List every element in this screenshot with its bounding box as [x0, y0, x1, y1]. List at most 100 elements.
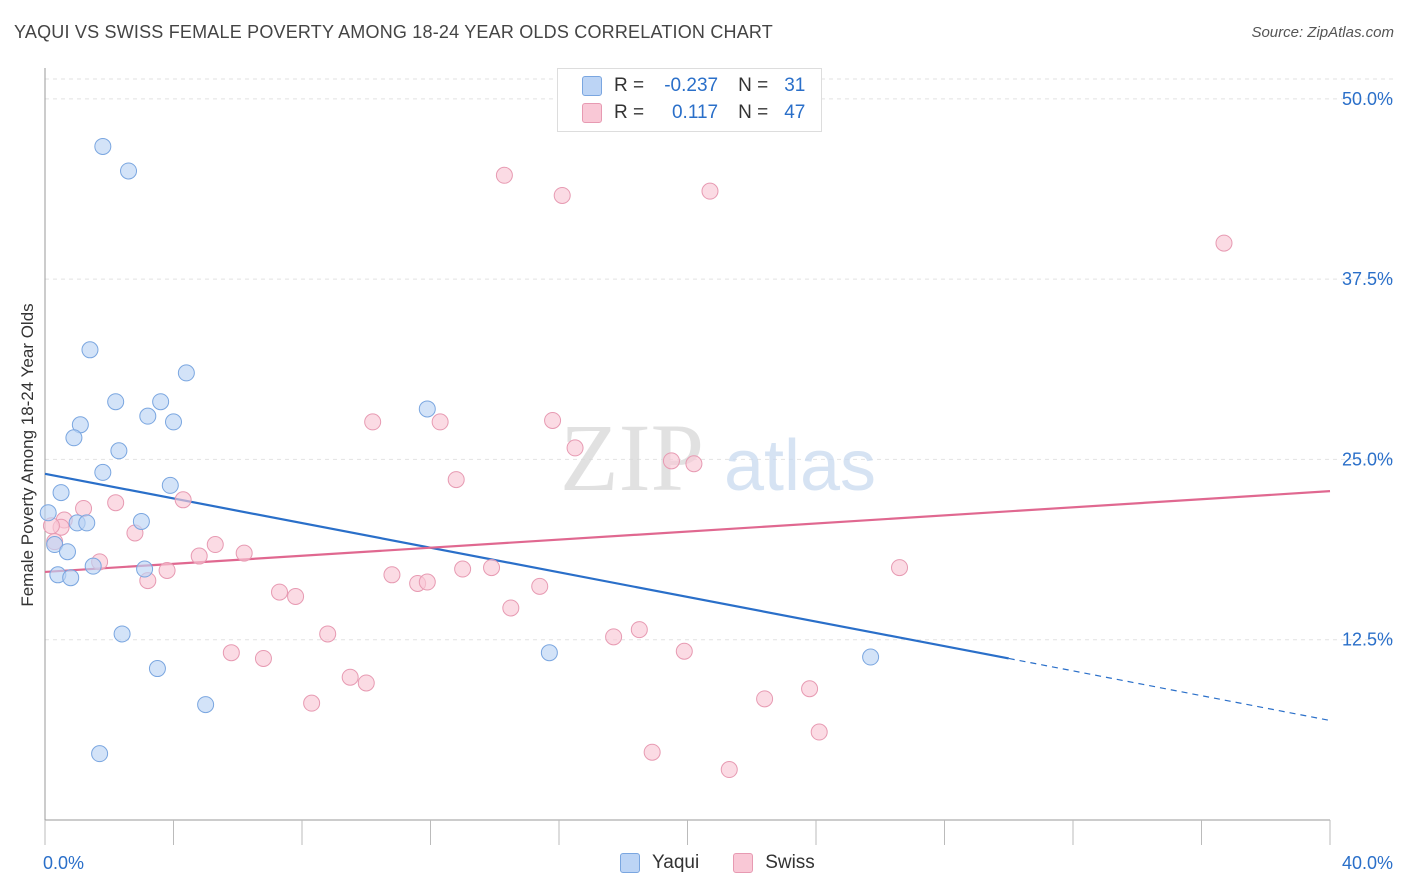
swiss-trend-line: [44, 490, 1331, 574]
swiss-point: [662, 452, 680, 470]
watermark-zip: ZIP: [560, 404, 704, 511]
watermark-atlas: atlas: [724, 426, 876, 506]
yaqui-r-value: -0.237: [664, 75, 719, 96]
legend-item-yaqui: Yaqui: [620, 852, 699, 874]
swiss-point: [364, 413, 382, 431]
yaqui-point: [65, 429, 83, 447]
chart-title: YAQUI VS SWISS FEMALE POVERTY AMONG 18-2…: [14, 22, 773, 42]
yaqui-point: [540, 644, 558, 662]
swiss-point: [454, 560, 472, 578]
yaqui-point: [52, 484, 70, 502]
y-tick-label: 50.0%: [1342, 89, 1393, 109]
swiss-point: [553, 186, 571, 204]
swiss-n-value: 47: [784, 102, 806, 123]
n-label: N =: [738, 75, 769, 96]
yaqui-point: [62, 569, 80, 587]
yaqui-point: [94, 137, 112, 155]
swiss-point: [566, 439, 584, 457]
swiss-swatch: [582, 103, 602, 123]
swiss-point: [1215, 234, 1233, 252]
y-tick-label: 37.5%: [1342, 269, 1393, 289]
swiss-point: [720, 761, 738, 779]
swiss-point: [544, 411, 562, 429]
yaqui-point: [78, 514, 96, 532]
yaqui-trend-line: [44, 472, 1009, 660]
r-label: R =: [614, 75, 645, 96]
r-label: R =: [614, 102, 645, 123]
swiss-point: [495, 166, 513, 184]
yaqui-point: [107, 393, 125, 411]
yaqui-swatch: [582, 76, 602, 96]
swiss-point: [483, 559, 501, 577]
yaqui-point: [132, 512, 150, 530]
yaqui-point: [39, 504, 57, 522]
swiss-point: [418, 573, 436, 591]
yaqui-point: [81, 341, 99, 359]
trend-lines: [44, 472, 1331, 722]
yaqui-point: [165, 413, 182, 431]
yaqui-point: [418, 400, 436, 418]
swiss-point: [891, 559, 909, 577]
yaqui-point: [152, 393, 170, 411]
legend-row-swiss: R = 0.117 N = 47: [582, 102, 805, 124]
swiss-r-value: 0.117: [671, 102, 719, 123]
swiss-legend-swatch: [733, 853, 754, 873]
swiss-point: [531, 577, 549, 595]
y-axis-label: Female Poverty Among 18-24 Year Olds: [18, 303, 37, 607]
yaqui-point: [862, 648, 880, 666]
yaqui-point: [58, 543, 76, 561]
yaqui-point: [139, 407, 157, 425]
yaqui-point: [110, 442, 128, 460]
series-legend: Yaqui Swiss: [620, 852, 849, 874]
swiss-point: [174, 491, 192, 509]
x-tick-label: 40.0%: [1342, 853, 1393, 873]
swiss-point: [431, 413, 449, 431]
source-label: Source: ZipAtlas.com: [1251, 24, 1394, 41]
swiss-point: [271, 583, 289, 601]
yaqui-point: [136, 560, 154, 578]
y-tick-label: 12.5%: [1342, 630, 1393, 650]
swiss-point: [605, 628, 623, 646]
yaqui-point: [177, 364, 195, 382]
yaqui-point: [120, 162, 138, 180]
legend-item-swiss: Swiss: [733, 852, 815, 874]
swiss-point: [701, 182, 719, 200]
yaqui-legend-label: Yaqui: [652, 852, 700, 873]
yaqui-point: [148, 660, 166, 678]
swiss-legend-label: Swiss: [765, 852, 815, 873]
yaqui-legend-swatch: [620, 853, 640, 873]
yaqui-point: [197, 696, 215, 714]
yaqui-trend-extension: [1008, 657, 1331, 722]
yaqui-n-value: 31: [784, 75, 806, 96]
swiss-point: [643, 743, 661, 761]
swiss-point: [383, 566, 401, 584]
swiss-point: [801, 680, 819, 698]
swiss-point: [756, 690, 774, 708]
watermark: ZIP atlas: [560, 404, 876, 511]
swiss-point: [447, 471, 465, 489]
n-label: N =: [738, 102, 769, 123]
axes: [44, 68, 1331, 845]
swiss-point: [319, 625, 337, 643]
swiss-point: [222, 644, 240, 662]
yaqui-point: [91, 745, 109, 763]
swiss-point: [685, 455, 703, 473]
swiss-point: [630, 621, 648, 639]
swiss-point: [357, 674, 375, 692]
swiss-point: [341, 668, 359, 686]
swiss-point: [254, 649, 272, 667]
swiss-point: [107, 494, 125, 512]
swiss-point: [810, 723, 828, 741]
swiss-point: [502, 599, 520, 617]
swiss-point: [190, 547, 208, 565]
x-tick-label: 0.0%: [43, 853, 84, 873]
legend-row-yaqui: R = -0.237 N = 31: [582, 75, 805, 97]
swiss-point: [303, 694, 321, 712]
swiss-point: [675, 642, 693, 660]
swiss-point: [158, 561, 176, 579]
yaqui-point: [161, 476, 179, 494]
swiss-point: [206, 536, 224, 554]
swiss-point: [75, 499, 93, 517]
yaqui-point: [46, 536, 64, 554]
